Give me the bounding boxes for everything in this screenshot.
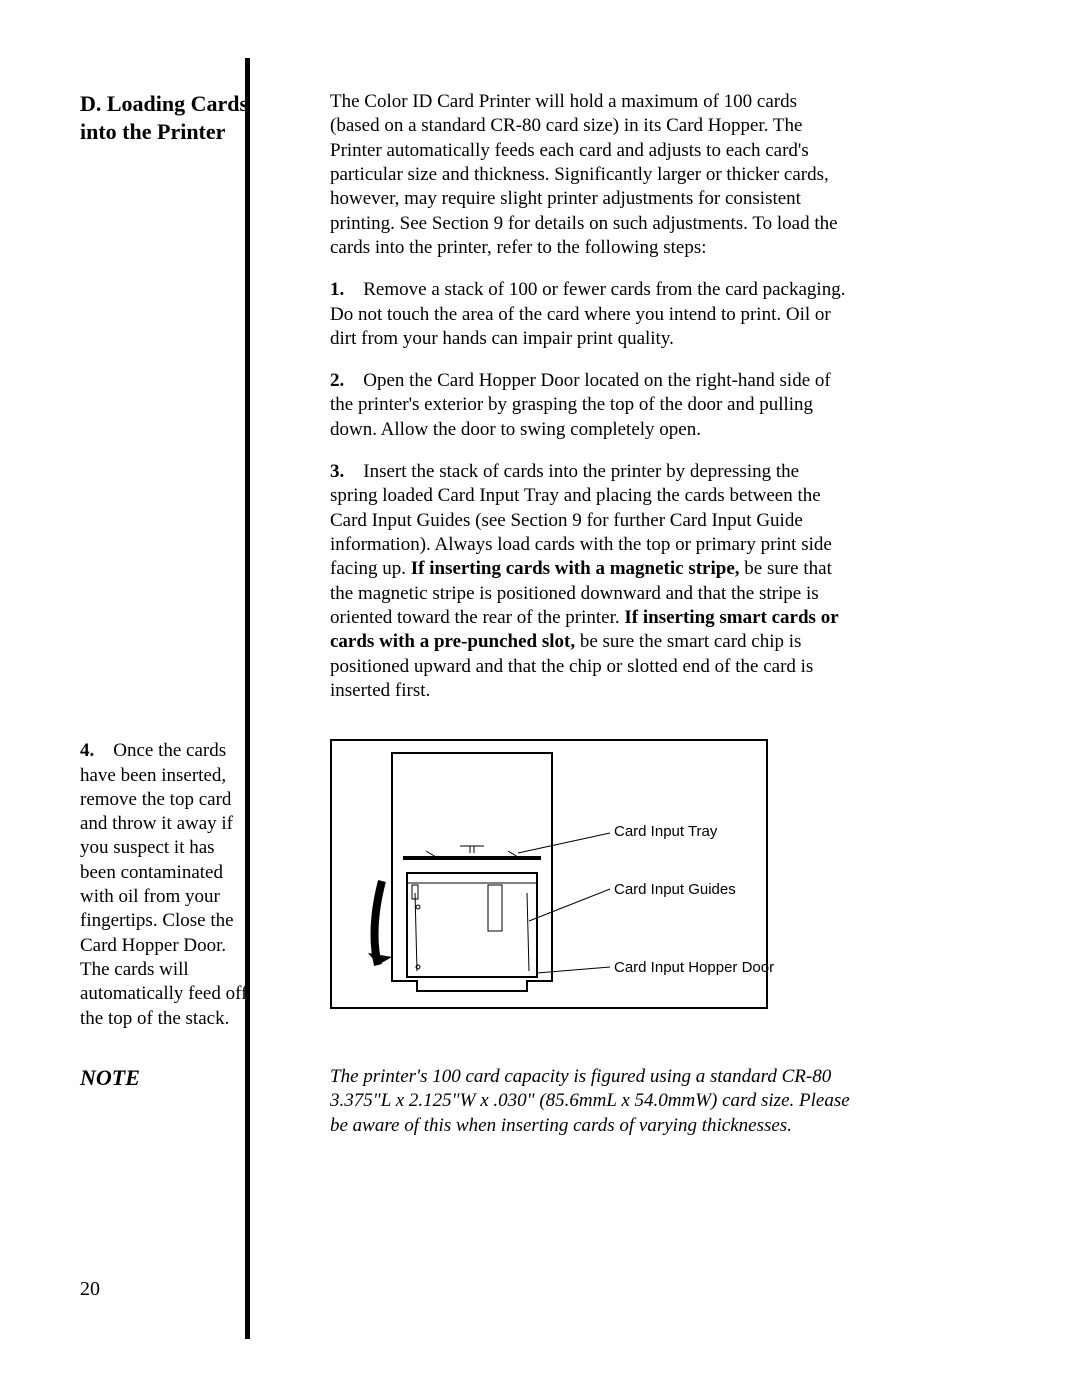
note-text: The printer's 100 card capacity is figur…: [330, 1065, 850, 1138]
left-column-step4: 4. Once the cards have been inserted, re…: [80, 739, 270, 1031]
step-4: 4. Once the cards have been inserted, re…: [80, 739, 250, 1031]
right-column-main: The Color ID Card Printer will hold a ma…: [330, 90, 850, 703]
left-column-heading: D. Loading Cards into the Printer: [80, 90, 270, 703]
door-panel: [407, 873, 537, 977]
section-heading: D. Loading Cards into the Printer: [80, 90, 250, 145]
row-step4: 4. Once the cards have been inserted, re…: [80, 739, 1000, 1031]
swing-arrow-shaft: [375, 881, 382, 965]
row-note: NOTE The printer's 100 card capacity is …: [80, 1065, 1000, 1138]
row-top: D. Loading Cards into the Printer The Co…: [80, 90, 1000, 703]
step-1-text: Remove a stack of 100 or fewer cards fro…: [330, 279, 845, 349]
step-4-text: Once the cards have been inserted, remov…: [80, 740, 247, 1028]
printer-outline-group: [392, 753, 552, 991]
leader-guides: [529, 889, 610, 921]
intro-paragraph: The Color ID Card Printer will hold a ma…: [330, 90, 850, 260]
page-number: 20: [80, 1278, 100, 1301]
hopper-slot: [404, 857, 540, 859]
guides-detail: [415, 893, 529, 971]
label-card-input-guides: Card Input Guides: [614, 881, 736, 898]
swing-arrow-head: [368, 953, 392, 965]
page: D. Loading Cards into the Printer The Co…: [0, 0, 1080, 1397]
step-1-num: 1.: [330, 279, 344, 300]
leader-tray: [518, 833, 610, 853]
label-card-input-hopper-door: Card Input Hopper Door: [614, 959, 774, 976]
step-2: 2. Open the Card Hopper Door located on …: [330, 369, 850, 442]
door-top-strip: [407, 873, 537, 883]
step-3: 3. Insert the stack of cards into the pr…: [330, 460, 850, 703]
right-column-diagram: Card Input Tray Card Input Guides Card I…: [330, 739, 850, 1031]
leader-door: [537, 967, 610, 973]
tray-detail: [426, 846, 518, 857]
step-1: 1. Remove a stack of 100 or fewer cards …: [330, 278, 850, 351]
content: D. Loading Cards into the Printer The Co…: [80, 90, 1000, 1337]
step-2-num: 2.: [330, 370, 344, 391]
hinge-right: [488, 885, 502, 931]
right-column-note: The printer's 100 card capacity is figur…: [330, 1065, 850, 1138]
step-3-bold1: If inserting cards with a magnetic strip…: [411, 558, 740, 579]
note-label: NOTE: [80, 1065, 250, 1091]
step-2-text: Open the Card Hopper Door located on the…: [330, 370, 831, 440]
step-4-num: 4.: [80, 740, 94, 761]
label-card-input-tray: Card Input Tray: [614, 823, 717, 840]
step-3-num: 3.: [330, 461, 344, 482]
printer-diagram: Card Input Tray Card Input Guides Card I…: [330, 739, 768, 1009]
left-column-note: NOTE: [80, 1065, 270, 1138]
